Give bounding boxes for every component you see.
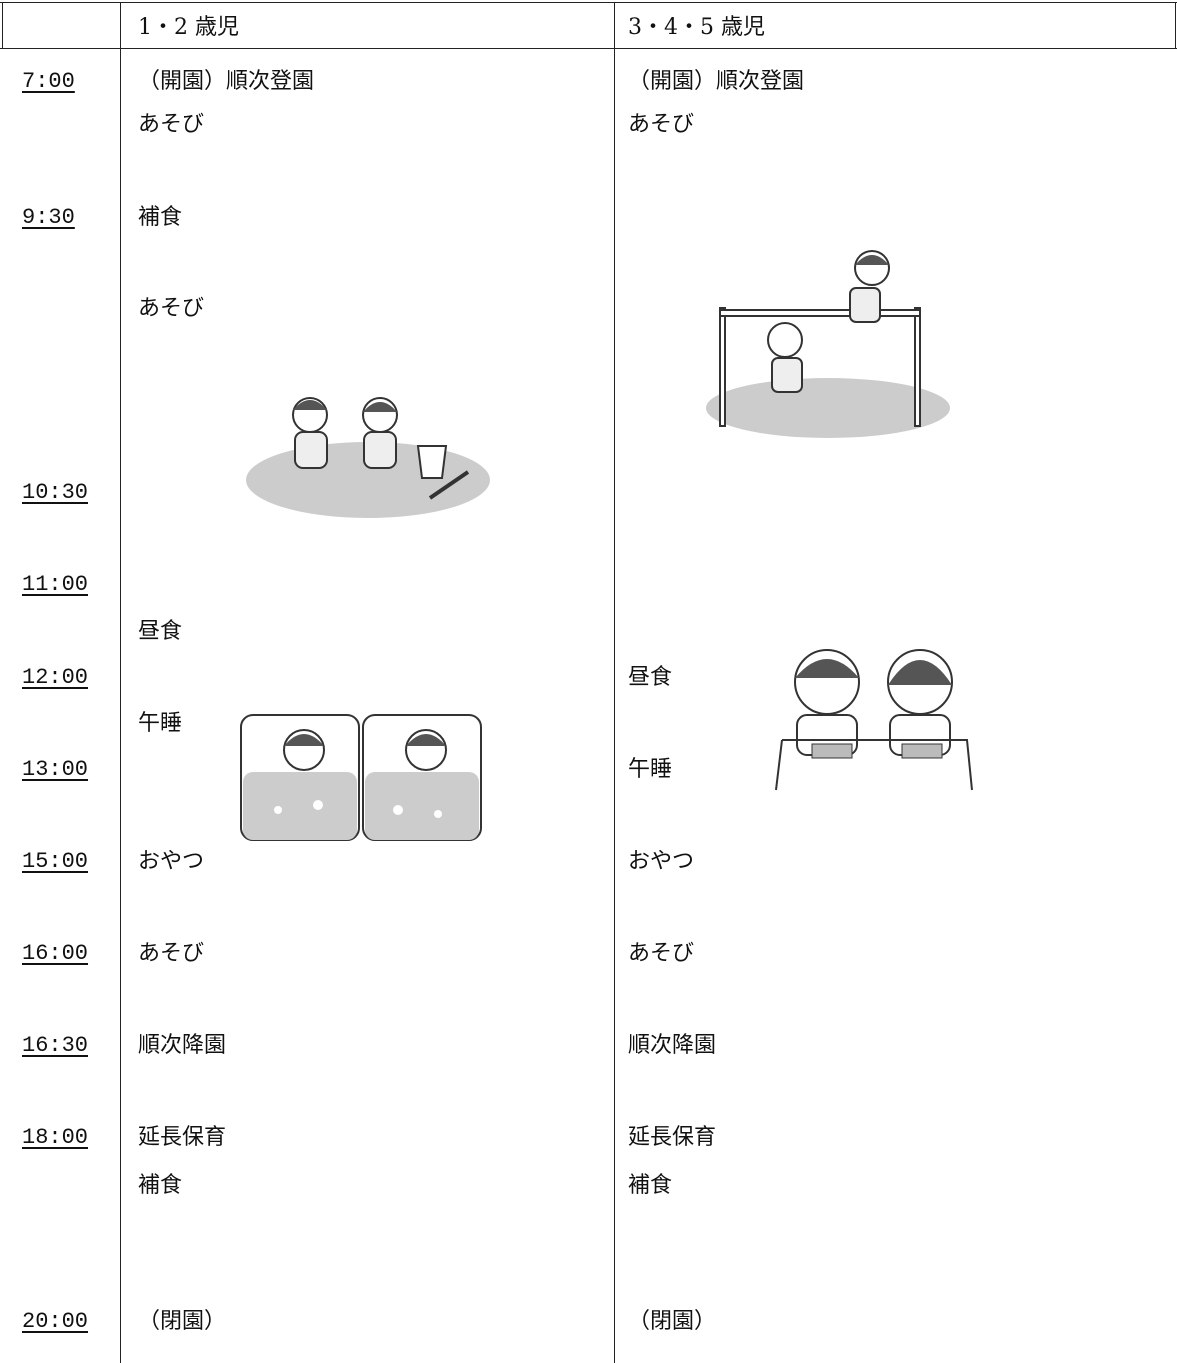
time-label: 15:00 bbox=[22, 849, 89, 874]
sandbox-illustration bbox=[246, 397, 490, 518]
activity: 順次降園 bbox=[628, 1033, 717, 1058]
time-label: 13:00 bbox=[22, 757, 89, 782]
time-label: 20:00 bbox=[22, 1309, 89, 1334]
activity: おやつ bbox=[138, 849, 205, 874]
horizontal-bar-illustration bbox=[706, 250, 950, 438]
activity: 昼食 bbox=[628, 665, 673, 690]
table-border bbox=[614, 2, 615, 1363]
activity: 延長保育 bbox=[138, 1125, 227, 1150]
activity: おやつ bbox=[628, 849, 695, 874]
activity: あそび bbox=[138, 112, 205, 137]
activity: （開園）順次登園 bbox=[138, 69, 315, 94]
nap-illustration bbox=[240, 714, 482, 841]
activity: 昼食 bbox=[138, 619, 183, 644]
time-label: 16:30 bbox=[22, 1033, 89, 1058]
activity: あそび bbox=[628, 941, 695, 966]
activity: 順次降園 bbox=[138, 1033, 227, 1058]
table-border bbox=[120, 2, 121, 1363]
time-label: 16:00 bbox=[22, 941, 89, 966]
activity: （開園）順次登園 bbox=[628, 69, 805, 94]
activity: 補食 bbox=[628, 1173, 673, 1198]
time-label: 12:00 bbox=[22, 665, 89, 690]
table-border bbox=[1175, 2, 1176, 48]
time-label: 9:30 bbox=[22, 205, 75, 230]
activity: （閉園） bbox=[138, 1309, 227, 1334]
time-label: 18:00 bbox=[22, 1125, 89, 1150]
activity: （閉園） bbox=[628, 1309, 717, 1334]
activity: あそび bbox=[138, 941, 205, 966]
activity: 補食 bbox=[138, 205, 183, 230]
activity: あそび bbox=[138, 296, 205, 321]
table-border bbox=[2, 2, 3, 48]
time-label: 11:00 bbox=[22, 572, 89, 597]
time-label: 10:30 bbox=[22, 480, 89, 505]
activity: 補食 bbox=[138, 1173, 183, 1198]
activity: あそび bbox=[628, 112, 695, 137]
lunch-illustration bbox=[775, 649, 973, 791]
table-border bbox=[0, 2, 1177, 3]
activity: 午睡 bbox=[138, 711, 183, 736]
column-header: 1・2 歳児 bbox=[138, 15, 239, 40]
table-border bbox=[0, 48, 1177, 49]
column-header: 3・4・5 歳児 bbox=[628, 15, 765, 40]
activity: 午睡 bbox=[628, 757, 673, 782]
time-label: 7:00 bbox=[22, 69, 75, 94]
activity: 延長保育 bbox=[628, 1125, 717, 1150]
